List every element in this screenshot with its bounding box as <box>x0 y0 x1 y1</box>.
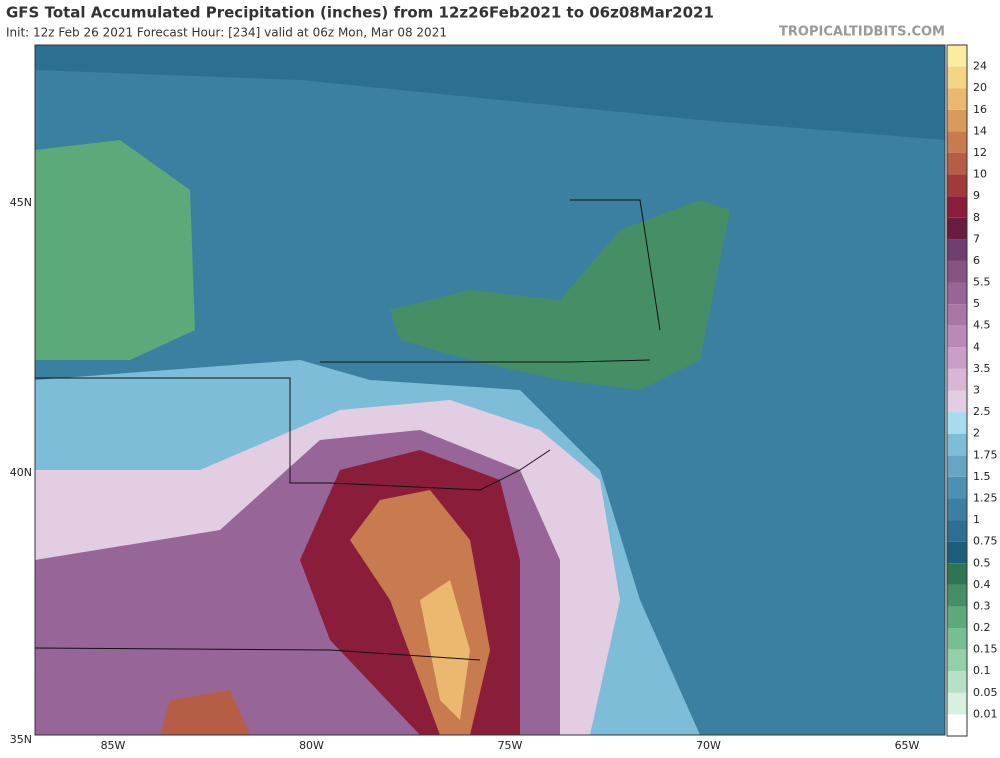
colorbar-swatch <box>947 304 967 326</box>
colorbar-swatch <box>947 628 967 650</box>
map-field <box>420 580 470 720</box>
colorbar-swatch <box>947 390 967 413</box>
colorbar-swatch <box>947 239 967 261</box>
colorbar-swatch <box>947 282 967 305</box>
lat-label: 40N <box>10 466 32 479</box>
colorbar-label: 1 <box>973 513 980 526</box>
colorbar-swatch <box>947 606 967 629</box>
colorbar-swatch <box>947 649 967 672</box>
colorbar-swatch <box>947 88 967 110</box>
colorbar-swatch <box>947 584 967 607</box>
subtitle: Init: 12z Feb 26 2021 Forecast Hour: [23… <box>6 26 447 40</box>
lon-label: 80W <box>299 739 324 752</box>
colorbar-label: 3.5 <box>973 362 991 375</box>
map-field <box>160 690 250 735</box>
colorbar-label: 10 <box>973 168 987 181</box>
colorbar-label: 3 <box>973 384 980 397</box>
colorbar-label: 0.5 <box>973 556 991 569</box>
colorbar-label: 16 <box>973 103 987 116</box>
lon-label: 65W <box>895 739 920 752</box>
colorbar-label: 1.25 <box>973 491 998 504</box>
colorbar-swatch <box>947 174 967 197</box>
colorbar-label: 2 <box>973 427 980 440</box>
colorbar-swatch <box>947 520 967 542</box>
colorbar-label: 1.5 <box>973 470 991 483</box>
colorbar-swatch <box>947 692 967 715</box>
lat-label: 35N <box>10 733 32 746</box>
colorbar-swatch <box>947 563 967 585</box>
colorbar-label: 24 <box>973 60 987 73</box>
colorbar-swatch <box>947 368 967 391</box>
colorbar-swatch <box>947 131 967 153</box>
map-frame <box>34 44 946 736</box>
colorbar-label: 4 <box>973 340 980 353</box>
colorbar-swatch <box>947 541 967 564</box>
state-borders <box>35 199 661 661</box>
colorbar-label: 0.75 <box>973 535 998 548</box>
colorbar-frame <box>946 44 968 737</box>
colorbar-swatch <box>947 714 967 736</box>
colorbar-swatch <box>947 325 967 348</box>
lon-label: 70W <box>696 739 721 752</box>
colorbar-label: 0.01 <box>973 707 998 720</box>
colorbar-label: 0.3 <box>973 599 991 612</box>
colorbar-swatch <box>947 152 967 175</box>
colorbar-label: 7 <box>973 232 980 245</box>
colorbar-swatch <box>947 498 967 521</box>
colorbar-swatch <box>947 260 967 283</box>
map-field <box>35 140 195 360</box>
colorbar-swatch <box>947 347 967 369</box>
colorbar-label: 14 <box>973 124 987 137</box>
colorbar-swatch <box>947 455 967 477</box>
colorbar-swatch <box>947 45 967 67</box>
lon-label: 85W <box>101 739 126 752</box>
map <box>34 44 946 736</box>
colorbar-swatch <box>947 671 967 693</box>
site-credit: TROPICALTIDBITS.COM <box>779 25 945 40</box>
colorbar-label: 5.5 <box>973 276 991 289</box>
colorbar-label: 9 <box>973 189 980 202</box>
colorbar-swatch <box>947 433 967 456</box>
colorbar-swatch <box>947 109 967 132</box>
title: GFS Total Accumulated Precipitation (inc… <box>6 4 714 22</box>
colorbar-swatch <box>947 476 967 499</box>
colorbar-swatch <box>947 412 967 434</box>
colorbar-label: 1.75 <box>973 448 998 461</box>
lon-label: 75W <box>498 739 523 752</box>
colorbar-label: 0.1 <box>973 664 991 677</box>
colorbar-label: 12 <box>973 146 987 159</box>
map-field <box>35 45 945 140</box>
colorbar-label: 0.05 <box>973 686 998 699</box>
colorbar-label: 5 <box>973 297 980 310</box>
lat-label: 45N <box>10 196 32 209</box>
colorbar-label: 8 <box>973 211 980 224</box>
map-field <box>390 200 730 390</box>
colorbar-label: 20 <box>973 81 987 94</box>
colorbar-swatch <box>947 196 967 218</box>
colorbar-label: 0.4 <box>973 578 991 591</box>
colorbar-label: 0.2 <box>973 621 991 634</box>
colorbar-label: 0.15 <box>973 643 998 656</box>
colorbar-swatch <box>947 66 967 89</box>
colorbar-label: 2.5 <box>973 405 991 418</box>
colorbar-swatch <box>947 217 967 240</box>
colorbar-label: 6 <box>973 254 980 267</box>
colorbar-label: 4.5 <box>973 319 991 332</box>
